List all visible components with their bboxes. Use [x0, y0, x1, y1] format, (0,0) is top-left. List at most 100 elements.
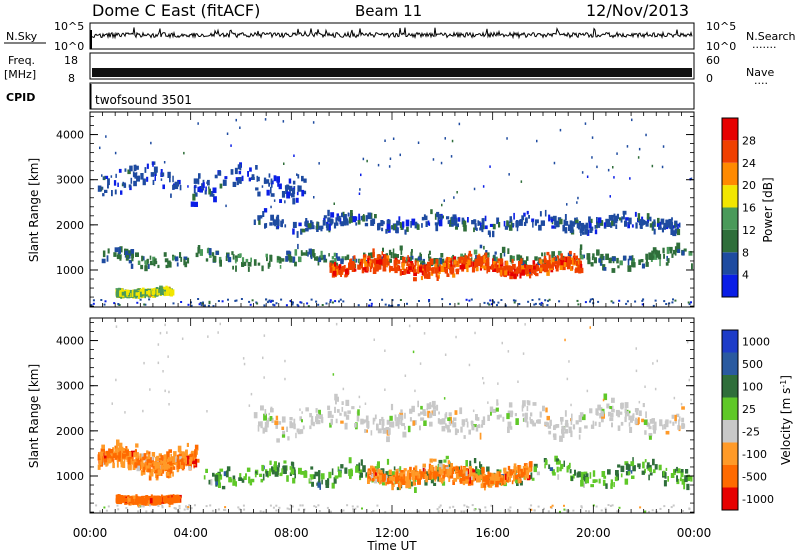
velocity-cell	[529, 461, 533, 467]
power-cell	[546, 269, 550, 276]
power-cell	[659, 221, 662, 228]
velocity-cell	[587, 510, 590, 513]
power-cell	[227, 298, 229, 301]
velocity-cell	[100, 454, 103, 462]
power-cell	[624, 220, 628, 227]
power-cell	[676, 228, 681, 236]
power-cell	[130, 249, 135, 256]
velocity-cell	[291, 505, 294, 508]
power-cell	[104, 189, 108, 193]
power-cell	[532, 221, 534, 228]
power-cell	[607, 168, 610, 172]
power-cell	[334, 300, 337, 303]
velocity-cell	[224, 506, 227, 509]
velocity-cell	[460, 426, 463, 433]
velocity-cell	[411, 405, 415, 413]
power-cell	[124, 168, 127, 172]
power-cell	[364, 266, 368, 272]
velocity-cell	[402, 431, 407, 438]
power-cell	[652, 247, 657, 252]
velocity-cell	[327, 411, 330, 418]
velocity-cell	[448, 506, 451, 509]
power-cell	[346, 220, 349, 226]
power-cell	[410, 221, 412, 228]
velocity-cell	[545, 407, 548, 413]
velocity-cell	[190, 507, 193, 510]
power-cell	[431, 267, 435, 274]
velocity-cell	[289, 421, 292, 428]
power-cell	[140, 264, 144, 270]
power-cell	[550, 218, 554, 223]
velocity-cell	[358, 395, 361, 399]
velocity-cell	[455, 473, 460, 480]
power-cell	[501, 267, 505, 273]
power-cell	[406, 266, 408, 271]
velocity-cell	[537, 419, 541, 424]
velocity-cell	[156, 455, 160, 461]
velocity-cell	[475, 474, 478, 479]
velocity-cell	[673, 396, 676, 400]
power-cell	[688, 303, 691, 306]
power-cell	[298, 256, 302, 263]
velocity-cell	[648, 510, 650, 513]
power-cell	[197, 246, 200, 254]
power-cell	[544, 299, 547, 302]
velocity-cell	[615, 470, 619, 476]
power-cell	[676, 223, 680, 227]
power-cell	[683, 248, 687, 252]
power-cell	[666, 219, 670, 224]
power-cell	[504, 225, 508, 230]
power-cell	[507, 248, 510, 254]
nsky-trace	[91, 27, 693, 40]
velocity-cell	[595, 505, 598, 508]
power-cell	[417, 141, 420, 144]
velocity-cell	[620, 473, 623, 478]
power-cell	[296, 191, 299, 196]
velocity-cell	[597, 404, 601, 411]
power-cell	[330, 219, 334, 224]
velocity-cell	[634, 408, 638, 413]
power-cell	[656, 250, 661, 256]
velocity-cell	[382, 427, 387, 434]
power-cell	[439, 257, 442, 265]
power-cell	[342, 300, 345, 303]
velocity-cell	[118, 452, 122, 458]
power-cell	[291, 189, 296, 194]
velocity-cell	[412, 350, 415, 354]
velocity-cell	[568, 426, 572, 434]
power-cell	[614, 215, 619, 222]
power-cell	[659, 224, 662, 230]
power-cell	[107, 248, 110, 254]
power-cell	[604, 222, 606, 227]
velocity-cell	[270, 406, 273, 412]
velocity-cell	[186, 455, 190, 460]
power-cell	[443, 199, 445, 202]
velocity-cell	[276, 438, 280, 443]
velocity-cell	[574, 469, 576, 476]
power-cell	[264, 118, 267, 121]
velocity-cell	[627, 471, 631, 476]
power-cell	[167, 171, 171, 178]
velocity-cell	[286, 475, 289, 482]
power-cell	[323, 215, 327, 219]
power-cell	[627, 222, 630, 229]
velocity-cell	[127, 498, 132, 502]
power-cell	[425, 221, 428, 227]
velocity-cell	[448, 461, 451, 468]
power-cell	[336, 256, 341, 261]
power-cell	[557, 250, 562, 256]
power-cell	[162, 184, 165, 190]
velocity-cell	[293, 423, 296, 430]
power-cell	[265, 253, 268, 258]
velocity-cell	[663, 480, 667, 487]
power-cell	[374, 264, 379, 270]
velocity-cell	[361, 507, 363, 510]
velocity-cell	[147, 451, 151, 457]
power-cell	[536, 267, 539, 272]
power-cell	[101, 174, 103, 177]
velocity-cell	[345, 414, 350, 420]
velocity-cell	[374, 478, 378, 484]
velocity-cell	[237, 506, 240, 509]
velocity-cell	[465, 474, 470, 480]
velocity-cell	[319, 483, 321, 490]
